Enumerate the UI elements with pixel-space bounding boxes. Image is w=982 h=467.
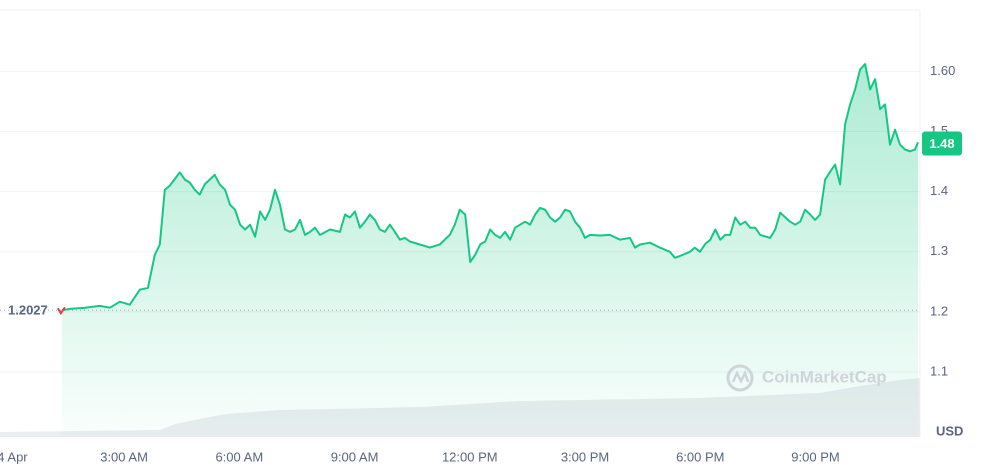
y-tick-label: 1.2 bbox=[930, 303, 948, 318]
x-tick-label: 9:00 PM bbox=[791, 449, 839, 464]
x-tick-label: 6:00 AM bbox=[215, 449, 263, 464]
start-marker bbox=[56, 306, 66, 316]
x-tick-label: 9:00 AM bbox=[331, 449, 379, 464]
y-tick-label: 1.3 bbox=[930, 243, 948, 258]
open-price-label: 1.2027 bbox=[8, 303, 48, 318]
watermark-text: CoinMarketCap bbox=[762, 367, 887, 386]
currency-label: USD bbox=[936, 423, 963, 438]
current-price-label: 1.48 bbox=[929, 136, 954, 151]
x-tick-label: 14 Apr bbox=[0, 449, 28, 464]
watermark-logo-mark bbox=[731, 369, 750, 384]
price-area bbox=[61, 64, 919, 437]
x-tick-label: 12:00 PM bbox=[442, 449, 498, 464]
x-tick-label: 3:00 PM bbox=[561, 449, 609, 464]
current-price-badge bbox=[922, 131, 962, 156]
x-tick-label: 3:00 AM bbox=[100, 449, 148, 464]
y-tick-label: 1.4 bbox=[930, 183, 948, 198]
y-tick-label: 1.1 bbox=[930, 363, 948, 378]
x-tick-label: 6:00 PM bbox=[676, 449, 724, 464]
price-line bbox=[61, 63, 920, 312]
watermark: CoinMarketCap bbox=[726, 364, 887, 392]
watermark-logo bbox=[726, 364, 754, 392]
y-tick-label: 1.60 bbox=[930, 63, 955, 78]
